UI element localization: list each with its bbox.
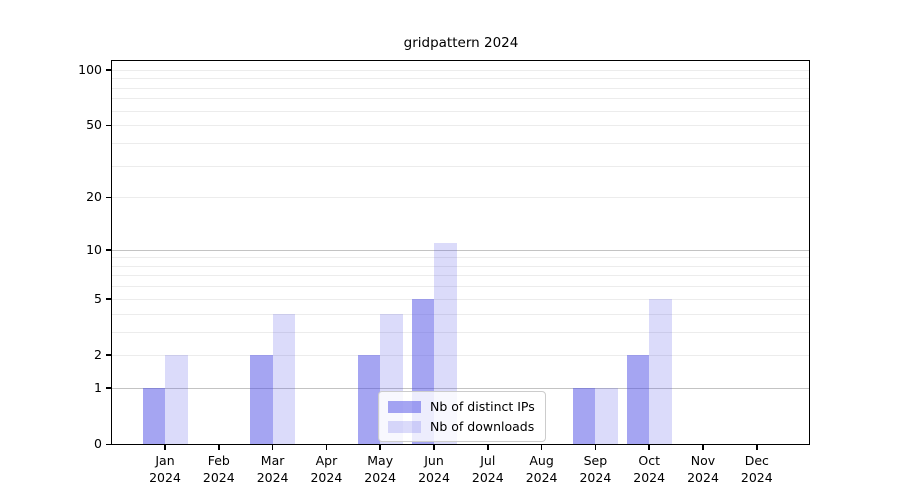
x-tick-label-dec: Dec 2024	[740, 453, 773, 485]
x-tick-label-jun: Jun 2024	[418, 453, 450, 485]
gridline-minor-90	[112, 78, 809, 80]
y-tick-50	[106, 124, 112, 127]
bar-distinct-ips-oct	[626, 354, 650, 444]
gridline-major-1	[112, 387, 809, 389]
legend: Nb of distinct IPs Nb of downloads	[378, 391, 546, 442]
x-tick-may	[379, 445, 381, 450]
x-tick-label-apr: Apr 2024	[310, 453, 343, 485]
x-tick-feb	[218, 445, 220, 450]
gridline-minor-30	[112, 165, 809, 167]
gridline-minor-5	[112, 298, 809, 300]
legend-label-distinct-ips: Nb of distinct IPs	[430, 399, 535, 414]
gridline-minor-9	[112, 257, 809, 259]
gridline-minor-40	[112, 142, 809, 144]
x-tick-label-oct: Oct 2024	[633, 453, 666, 485]
y-tick-20	[106, 196, 112, 199]
x-tick-nov	[702, 445, 704, 450]
bar-distinct-ips-sep	[572, 387, 596, 444]
gridline-minor-7	[112, 275, 809, 277]
gridline-minor-3	[112, 331, 809, 333]
y-tick-label-5: 5	[94, 290, 102, 306]
y-tick-label-50: 50	[86, 117, 102, 133]
y-tick-5	[106, 298, 112, 300]
y-tick-label-2: 2	[94, 346, 102, 362]
x-tick-sep	[594, 445, 597, 450]
y-tick-label-10: 10	[86, 241, 102, 257]
chart-title: gridpattern 2024	[403, 35, 519, 51]
legend-label-downloads: Nb of downloads	[430, 419, 535, 434]
gridline-minor-20	[112, 197, 809, 199]
x-tick-apr	[325, 445, 328, 450]
gridline-minor-100	[112, 69, 809, 71]
x-tick-jul	[487, 445, 489, 450]
plot-area: 0 1 2 5 10 20 50 100 Jan 2024 Feb 2024 Mar 2024 Apr 202…	[78, 60, 810, 485]
legend-item-distinct-ips: Nb of distinct IPs	[388, 399, 535, 414]
x-tick-dec	[756, 445, 758, 450]
y-tick-label-20: 20	[86, 189, 102, 205]
x-tick-label-mar: Mar 2024	[256, 453, 289, 485]
gridline-minor-6	[112, 286, 809, 288]
gridline-minor-70	[112, 98, 809, 100]
gridline-minor-80	[112, 87, 809, 89]
x-tick-oct	[648, 445, 650, 450]
x-tick-label-may: May 2024	[364, 453, 397, 485]
bar-downloads-jan	[165, 354, 188, 444]
x-tick-label-nov: Nov 2024	[687, 453, 719, 485]
x-tick-mar	[271, 445, 274, 450]
x-tick-jan	[164, 445, 166, 450]
y-tick-0	[106, 443, 112, 445]
bar-distinct-ips-may	[357, 354, 381, 444]
gridline-minor-8	[112, 265, 809, 267]
gridline-minor-50	[112, 125, 809, 127]
legend-swatch-downloads	[388, 420, 421, 433]
x-tick-label-jul: Jul 2024	[471, 453, 504, 485]
y-tick-label-100: 100	[78, 61, 102, 77]
legend-item-downloads: Nb of downloads	[388, 419, 535, 434]
y-tick-2	[106, 354, 112, 356]
y-tick-label-0: 0	[94, 436, 102, 451]
gridline-major-10	[112, 249, 809, 251]
bar-downloads-sep	[595, 387, 618, 444]
gridline-minor-2	[112, 354, 809, 356]
y-tick-1	[106, 387, 112, 389]
bar-distinct-ips-jan	[142, 387, 165, 444]
x-tick-jun	[433, 445, 435, 450]
x-tick-label-sep: Sep 2024	[579, 453, 612, 485]
legend-swatch-distinct-ips	[388, 400, 421, 413]
x-tick-aug	[540, 445, 543, 450]
gridline-minor-60	[112, 110, 809, 112]
x-tick-label-aug: Aug 2024	[525, 453, 558, 485]
y-tick-10	[106, 249, 112, 251]
bar-downloads-oct	[649, 298, 672, 444]
x-tick-label-feb: Feb 2024	[202, 453, 235, 485]
y-tick-100	[106, 69, 112, 71]
y-tick-label-1: 1	[94, 379, 102, 395]
bar-downloads-mar	[272, 313, 296, 444]
gridline-minor-4	[112, 313, 809, 315]
x-tick-label-jan: Jan 2024	[149, 453, 181, 485]
bar-distinct-ips-mar	[250, 354, 273, 444]
